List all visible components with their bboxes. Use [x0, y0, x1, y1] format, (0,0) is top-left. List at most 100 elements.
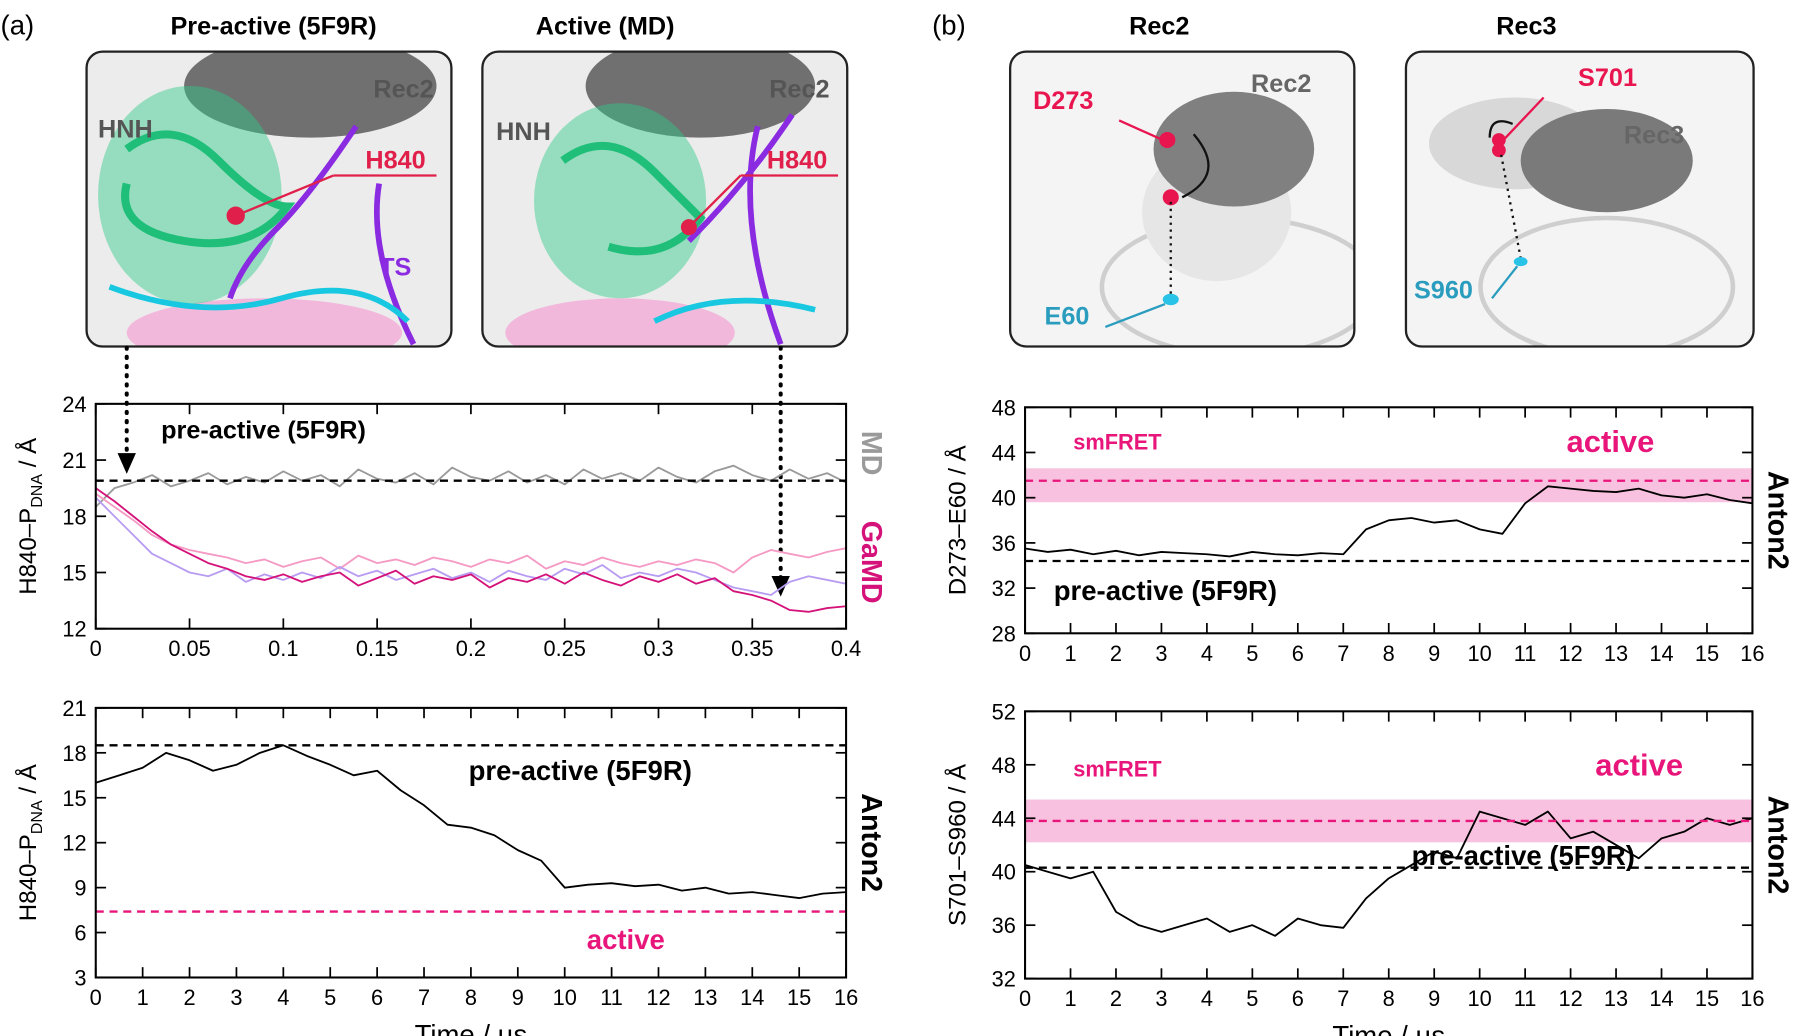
y-tick-label: 24 — [62, 392, 86, 417]
trace — [95, 496, 847, 596]
x-tick-label: 9 — [1428, 641, 1440, 666]
x-tick-label: 0.25 — [544, 636, 586, 661]
series-label: GaMD — [855, 521, 887, 604]
y-axis-label: D273–E60 / Å — [943, 444, 971, 595]
series-label: Anton2 — [855, 793, 887, 892]
chart: 0 0.05 0.1 0.15 0.2 0.25 0.3 0.35 0.4 12 15 18 21 24 H… — [14, 392, 887, 661]
x-tick-label: 1 — [1064, 641, 1076, 666]
structure-label: HNH — [98, 116, 153, 144]
y-tick-label: 12 — [62, 617, 86, 642]
trace — [1024, 485, 1753, 558]
leader-line — [1502, 96, 1545, 141]
annotation: smFRET — [1073, 430, 1162, 455]
y-tick-label: 15 — [62, 561, 86, 586]
structure-title: Rec2 — [1129, 12, 1189, 40]
x-tick-label: 2 — [183, 985, 195, 1010]
e60-atom — [1162, 293, 1179, 306]
x-tick-label: 12 — [1558, 986, 1582, 1011]
annotation: smFRET — [1073, 757, 1162, 782]
x-tick-label: 15 — [787, 985, 811, 1010]
leader-line — [1104, 302, 1166, 329]
x-tick-label: 15 — [1695, 641, 1719, 666]
x-tick-label: 11 — [1514, 641, 1537, 666]
x-tick-label: 10 — [1468, 641, 1492, 666]
annotation: pre-active (5F9R) — [1054, 575, 1277, 606]
structure-image — [86, 51, 452, 347]
x-tick-label: 10 — [553, 985, 577, 1010]
structure-label: Rec2 — [1251, 70, 1311, 98]
series-label: Anton2 — [1761, 471, 1793, 570]
rec2-surface — [184, 51, 437, 138]
s701-atom — [1492, 133, 1506, 147]
arrow-head — [117, 453, 136, 474]
y-axis-label: H840–PDNA / Å — [14, 437, 46, 595]
y-tick-label: 6 — [74, 921, 86, 946]
y-tick-label: 3 — [74, 966, 86, 991]
annotation: active — [1595, 748, 1683, 783]
x-tick-label: 0 — [90, 636, 102, 661]
x-tick-label: 0.1 — [268, 636, 298, 661]
s960-atom — [1513, 256, 1528, 267]
y-axis-label: H840–PDNA / Å — [14, 763, 46, 921]
y-tick-label: 44 — [992, 806, 1016, 831]
x-tick-label: 2 — [1110, 641, 1122, 666]
x-tick-label: 0.15 — [356, 636, 398, 661]
structure-label: Rec2 — [769, 76, 829, 104]
y-tick-label: 32 — [992, 967, 1016, 992]
x-tick-label: 13 — [693, 985, 717, 1010]
x-tick-label: 6 — [371, 985, 383, 1010]
x-tick-label: 1 — [137, 985, 149, 1010]
y-axis-label-sub: DNA — [28, 474, 46, 508]
y-axis-label: S701–S960 / Å — [943, 763, 971, 926]
panel-label: (b) — [932, 9, 966, 40]
structure-label: H840 — [767, 147, 827, 175]
pink-surface — [505, 298, 735, 347]
x-tick-label: 5 — [324, 985, 336, 1010]
leader-line — [1118, 119, 1164, 142]
x-tick-label: 10 — [1468, 986, 1492, 1011]
x-tick-label: 3 — [1155, 641, 1167, 666]
y-tick-label: 15 — [62, 786, 86, 811]
y-tick-label: 21 — [62, 696, 86, 721]
image-frame — [481, 50, 849, 348]
x-tick-label: 0.3 — [643, 636, 673, 661]
structure-label: Rec3 — [1624, 121, 1684, 149]
y-tick-label: 18 — [62, 741, 86, 766]
d273-atom — [1159, 131, 1176, 148]
x-tick-label: 13 — [1604, 986, 1628, 1011]
x-tick-label: 2 — [1110, 986, 1122, 1011]
structure-label: Rec2 — [373, 76, 433, 104]
structure-label: D273 — [1033, 87, 1093, 115]
x-tick-label: 6 — [1292, 641, 1304, 666]
series-label: Anton2 — [1761, 796, 1793, 895]
x-axis-label: Time / µs — [415, 1019, 528, 1036]
x-tick-label: 6 — [1292, 986, 1304, 1011]
y-tick-label: 52 — [992, 699, 1016, 724]
x-tick-label: 11 — [600, 985, 623, 1010]
x-tick-label: 12 — [1558, 641, 1582, 666]
x-tick-label: 11 — [1514, 986, 1537, 1011]
structure-label: S960 — [1414, 276, 1473, 304]
x-tick-label: 15 — [1695, 986, 1719, 1011]
structure-image — [1405, 51, 1754, 347]
x-tick-label: 16 — [834, 985, 858, 1010]
x-tick-label: 14 — [1649, 986, 1673, 1011]
annotation: pre-active (5F9R) — [1412, 840, 1635, 871]
motion-arrow — [1488, 120, 1514, 138]
leader-line — [688, 174, 742, 228]
chart: 0 1 2 3 4 5 6 7 8 9 10 11 12 13 14 15 1636912151821H840–… — [14, 696, 887, 1036]
image-frame — [1008, 50, 1356, 348]
y-tick-label: 21 — [62, 448, 86, 473]
panel-label: (a) — [1, 9, 35, 40]
y-axis-label-part: / Å — [14, 437, 42, 474]
d273-atom — [1162, 189, 1179, 206]
plot-frame — [94, 706, 848, 979]
annotation: pre-active (5F9R) — [161, 416, 366, 444]
structure-title: Active (MD) — [536, 12, 675, 40]
x-tick-label: 3 — [230, 985, 242, 1010]
x-tick-label: 8 — [1383, 986, 1395, 1011]
pink-surface — [126, 298, 403, 347]
x-tick-label: 8 — [465, 985, 477, 1010]
